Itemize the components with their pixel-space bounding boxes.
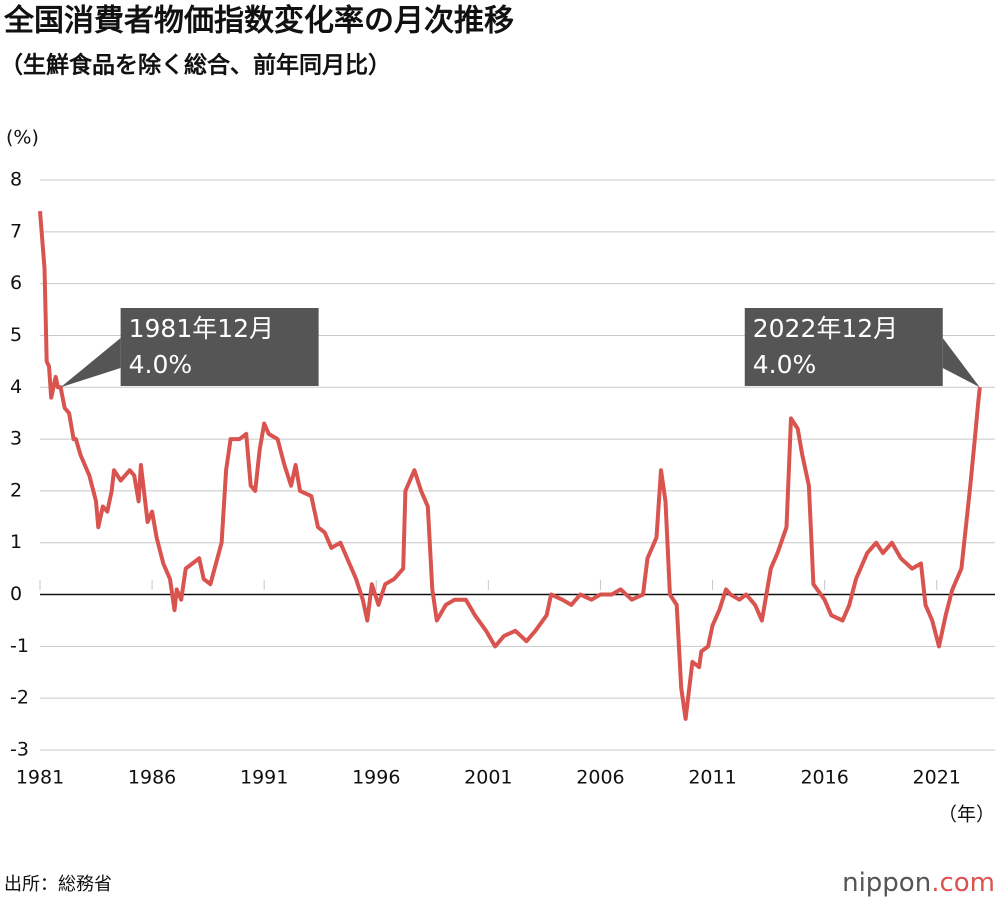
y-tick-label: 8 bbox=[10, 169, 22, 191]
annotation-value: 4.0% bbox=[753, 350, 817, 379]
x-tick-label: 1996 bbox=[352, 767, 400, 789]
annotation-label: 2022年12月 bbox=[753, 314, 898, 343]
chart-subtitle: （生鮮食品を除く総合、前年同月比） bbox=[0, 52, 391, 79]
annotation-box bbox=[744, 308, 943, 386]
x-unit: （年） bbox=[938, 804, 995, 826]
annotation-pointer bbox=[60, 338, 121, 388]
y-tick-label: 0 bbox=[10, 583, 22, 605]
y-tick-label: 1 bbox=[10, 531, 22, 553]
y-tick-label: 7 bbox=[10, 220, 22, 242]
y-tick-label: 5 bbox=[10, 324, 22, 346]
y-tick-label: -2 bbox=[10, 687, 29, 709]
annotation: 1981年12月 4.0% bbox=[60, 308, 319, 388]
x-tick-label: 1986 bbox=[128, 767, 176, 789]
x-tick-label: 2006 bbox=[576, 767, 624, 789]
y-tick-label: 2 bbox=[10, 479, 22, 501]
x-tick-label: 2016 bbox=[800, 767, 848, 789]
source: 出所：総務省 bbox=[4, 874, 112, 895]
x-tick-label: 1991 bbox=[240, 767, 288, 789]
annotation-pointer bbox=[942, 338, 980, 388]
data-line bbox=[38, 210, 982, 721]
annotation-box bbox=[120, 308, 319, 386]
y-tick-label: -3 bbox=[10, 739, 29, 761]
annotation-value: 4.0% bbox=[129, 350, 193, 379]
y-tick-label: 4 bbox=[10, 376, 22, 398]
annotation-label: 1981年12月 bbox=[129, 314, 274, 343]
x-tick-label: 1981 bbox=[16, 767, 64, 789]
chart-title: 全国消費者物価指数変化率の月次推移 bbox=[3, 4, 514, 39]
y-tick-label: 3 bbox=[10, 428, 22, 450]
y-unit: (%) bbox=[6, 127, 39, 149]
logo-suffix: .com bbox=[931, 868, 995, 898]
x-tick-label: 2011 bbox=[688, 767, 736, 789]
annotation: 2022年12月 4.0% bbox=[744, 308, 980, 388]
y-tick-label: -1 bbox=[10, 635, 29, 657]
logo: nippon.com bbox=[842, 868, 995, 898]
x-tick-label: 2021 bbox=[913, 767, 961, 789]
logo-text: nippon bbox=[842, 868, 931, 898]
y-tick-label: 6 bbox=[10, 272, 22, 294]
x-tick-label: 2001 bbox=[464, 767, 512, 789]
